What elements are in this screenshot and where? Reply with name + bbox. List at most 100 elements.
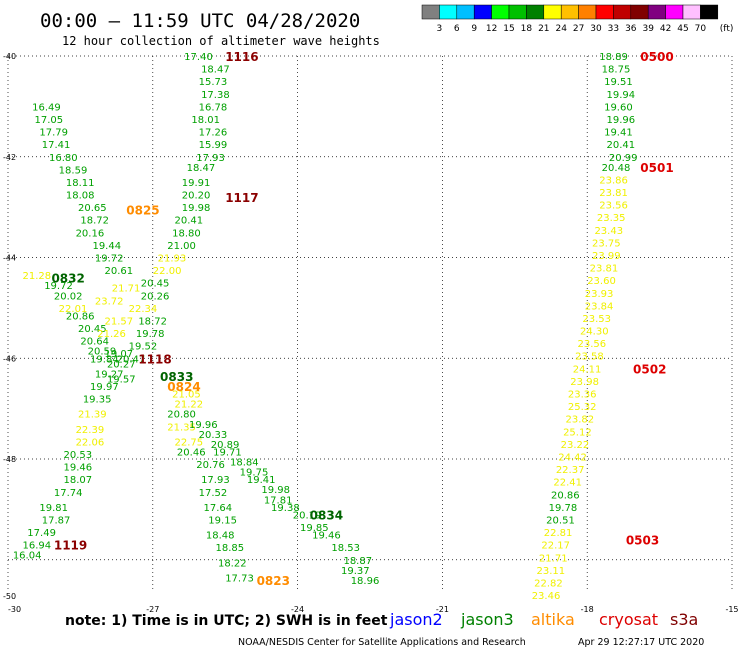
swh-value: 19.71: [213, 447, 242, 458]
swh-value: 18.89: [599, 52, 628, 63]
swh-value: 16.49: [32, 102, 61, 113]
swh-value: 23.53: [582, 314, 611, 325]
swh-value: 18.84: [230, 458, 259, 469]
swh-value: 19.94: [607, 90, 636, 101]
lon-label: -21: [436, 605, 449, 614]
swh-value: 17.93: [196, 153, 225, 164]
swh-value: 18.80: [172, 228, 201, 239]
scale-swatch: [543, 4, 562, 20]
scale-swatch: [613, 4, 632, 20]
swh-value: 18.01: [191, 115, 220, 126]
pass-time-label: 0501: [640, 161, 673, 175]
swh-value: 18.96: [351, 576, 380, 587]
lat-label: -50: [3, 592, 16, 601]
swh-value: 20.61: [105, 266, 134, 277]
swh-value: 21.57: [105, 316, 134, 327]
lat-label: -42: [3, 153, 16, 162]
swh-value: 19.52: [129, 342, 158, 353]
scale-label: 3: [437, 24, 443, 34]
scale-label: 42: [660, 24, 671, 34]
swh-value: 20.47: [117, 354, 146, 365]
footer-note: note: 1) Time is in UTC; 2) SWH is in fe…: [65, 613, 388, 629]
swh-value: 20.19: [293, 510, 322, 521]
scale-swatch: [473, 4, 492, 20]
swh-value: 17.64: [203, 503, 232, 514]
pass-time-label: 0824: [167, 380, 200, 394]
swh-value: 20.46: [177, 447, 206, 458]
swh-value: 20.89: [211, 440, 240, 451]
swh-value: 18.87: [343, 556, 372, 567]
swh-value: 22.00: [153, 266, 182, 277]
swh-value: 18.48: [206, 531, 235, 542]
lon-label: -30: [8, 605, 21, 614]
swh-value: 19.15: [208, 515, 237, 526]
swh-value: 17.49: [27, 528, 56, 539]
scale-label: 27: [573, 24, 584, 34]
swh-value: 23.36: [568, 390, 597, 401]
swh-value: 19.46: [64, 463, 93, 474]
swh-value: 23.58: [575, 352, 604, 363]
swh-value: 17.40: [184, 52, 213, 63]
swh-value: 19.27: [95, 369, 124, 380]
swh-value: 18.47: [187, 163, 216, 174]
swh-value: 20.27: [107, 359, 136, 370]
scale-swatch: [491, 4, 510, 20]
swh-value: 18.22: [218, 558, 247, 569]
swh-value: 23.82: [565, 415, 594, 426]
track-track-a: 17.4018.4715.7317.3816.7818.0117.2615.99…: [13, 52, 230, 562]
swh-value: 24.11: [573, 364, 602, 375]
axis-labels: -40 -42 -44 -46 -48 -50 -30 -27 -24 -21 -18 -15: [3, 52, 739, 614]
scale-label: 12: [486, 24, 497, 34]
pass-time-label: 0503: [626, 534, 659, 548]
scale-swatch: [665, 4, 684, 20]
lat-label: -46: [3, 354, 16, 363]
swh-value: 18.08: [66, 191, 95, 202]
pass-time-label: 1118: [138, 352, 171, 366]
map-grid: [7, 55, 733, 590]
swh-value: 19.57: [107, 374, 136, 385]
swh-value: 23.56: [599, 201, 628, 212]
swh-value: 18.72: [80, 216, 109, 227]
swh-value: 22.39: [76, 425, 105, 436]
swh-value: 20.41: [607, 140, 636, 151]
swh-value: 19.44: [92, 241, 121, 252]
satellite-cryosat: cryosat: [599, 610, 658, 629]
swh-value: 19.78: [136, 329, 165, 340]
swh-value: 17.41: [42, 140, 71, 151]
swh-value: 17.79: [39, 128, 68, 139]
scale-swatch: [578, 4, 597, 20]
swh-value: 22.81: [544, 528, 573, 539]
swh-value: 19.78: [549, 503, 578, 514]
swh-value: 20.20: [182, 191, 211, 202]
swh-value: 16.80: [49, 153, 78, 164]
swh-value: 20.64: [80, 337, 109, 348]
swh-value: 19.35: [83, 395, 112, 406]
satellite-jason2: jason2: [389, 610, 443, 629]
title: 00:00 – 11:59 UTC 04/28/2020: [40, 10, 360, 32]
swh-value: 17.38: [201, 90, 230, 101]
swh-value: 19.85: [300, 523, 329, 534]
pass-time-label: 0502: [633, 362, 666, 376]
scale-swatch: [456, 4, 475, 20]
scale-label: 24: [555, 24, 567, 34]
scale-swatch: [630, 4, 649, 20]
scale-label: 18: [521, 24, 533, 34]
pass-time-label: 0825: [126, 204, 159, 218]
swh-value: 23.56: [578, 339, 607, 350]
swh-value: 17.93: [201, 475, 230, 486]
swh-value: 22.37: [556, 465, 585, 476]
swh-value: 21.39: [78, 410, 107, 421]
swh-value: 25.12: [563, 427, 592, 438]
scale-swatch: [421, 4, 440, 20]
pass-time-label: 0500: [640, 50, 673, 64]
swh-value: 22.82: [534, 578, 563, 589]
swh-value: 23.81: [599, 188, 628, 199]
swh-value: 20.45: [78, 324, 107, 335]
swh-tracks: 17.4018.4715.7317.3816.7818.0117.2615.99…: [13, 52, 638, 602]
swh-value: 19.91: [182, 178, 211, 189]
pass-time-label: 0834: [310, 508, 343, 522]
